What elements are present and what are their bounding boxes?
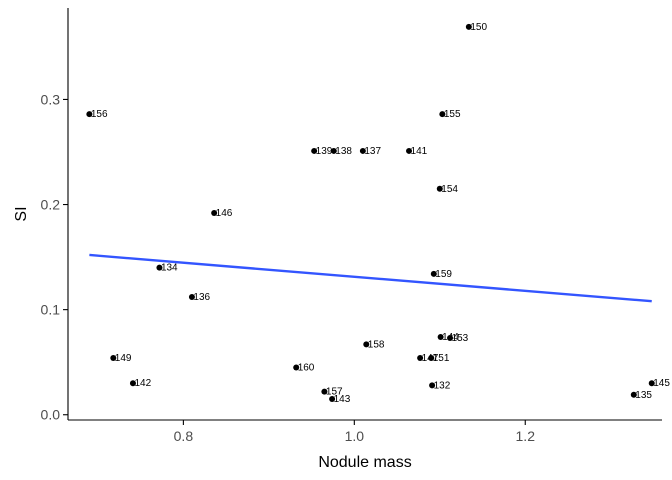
- data-point: [86, 111, 93, 118]
- point-label: 160: [298, 362, 315, 373]
- y-axis-title: SI: [13, 206, 30, 221]
- point-label: 139: [316, 146, 333, 157]
- point-label: 159: [435, 269, 452, 280]
- data-point: [363, 341, 370, 348]
- x-axis-ticks: 0.8 1.0 1.2: [174, 420, 536, 444]
- data-point: [329, 395, 336, 402]
- point-label: 135: [635, 390, 652, 401]
- point-label: 132: [434, 380, 451, 391]
- data-point: [417, 354, 424, 361]
- point-label: 151: [433, 353, 450, 364]
- point-label: 141: [411, 146, 428, 157]
- data-point: [293, 364, 300, 371]
- point-label: 157: [326, 387, 343, 398]
- trend-line: [89, 253, 652, 303]
- point-label: 142: [134, 378, 151, 389]
- data-point: [436, 185, 443, 192]
- data-point: [437, 333, 444, 340]
- y-tick-label: 0.1: [41, 302, 61, 318]
- data-point: [129, 380, 136, 387]
- data-point: [648, 380, 655, 387]
- point-label: 138: [335, 146, 352, 157]
- point-label: 154: [441, 184, 458, 195]
- point-label: 145: [653, 378, 670, 389]
- data-point: [211, 209, 218, 216]
- data-point: [188, 294, 195, 301]
- y-axis-ticks: 0.0 0.1 0.2 0.3: [41, 91, 68, 423]
- point-label: 156: [91, 109, 108, 120]
- point-label: 143: [334, 394, 351, 405]
- x-tick-label: 1.2: [516, 428, 536, 444]
- x-tick-label: 1.0: [345, 428, 365, 444]
- data-point: [330, 147, 337, 154]
- data-point: [321, 388, 328, 395]
- point-label: 136: [193, 292, 210, 303]
- data-point: [430, 270, 437, 277]
- y-tick-label: 0.2: [41, 197, 61, 213]
- point-label: 134: [161, 263, 178, 274]
- data-point: [447, 335, 454, 342]
- data-point: [465, 23, 472, 30]
- data-point: [630, 391, 637, 398]
- point-label: 155: [444, 109, 461, 120]
- data-point: [359, 147, 366, 154]
- plot-area: 1501561551391381371411541461341591361441…: [86, 22, 670, 405]
- point-label: 153: [452, 333, 469, 344]
- x-axis-title: Nodule mass: [318, 454, 411, 471]
- point-label: 150: [470, 22, 487, 33]
- data-point: [311, 147, 318, 154]
- data-point: [406, 147, 413, 154]
- data-point: [428, 354, 435, 361]
- point-label: 158: [368, 339, 385, 350]
- data-point: [429, 382, 436, 389]
- x-tick-label: 0.8: [174, 428, 194, 444]
- point-label: 149: [115, 353, 132, 364]
- point-label: 146: [216, 208, 233, 219]
- data-point: [439, 111, 446, 118]
- y-tick-label: 0.3: [41, 91, 61, 107]
- data-point: [156, 264, 163, 271]
- y-tick-label: 0.0: [41, 407, 61, 423]
- point-label: 137: [364, 146, 381, 157]
- data-point: [110, 354, 117, 361]
